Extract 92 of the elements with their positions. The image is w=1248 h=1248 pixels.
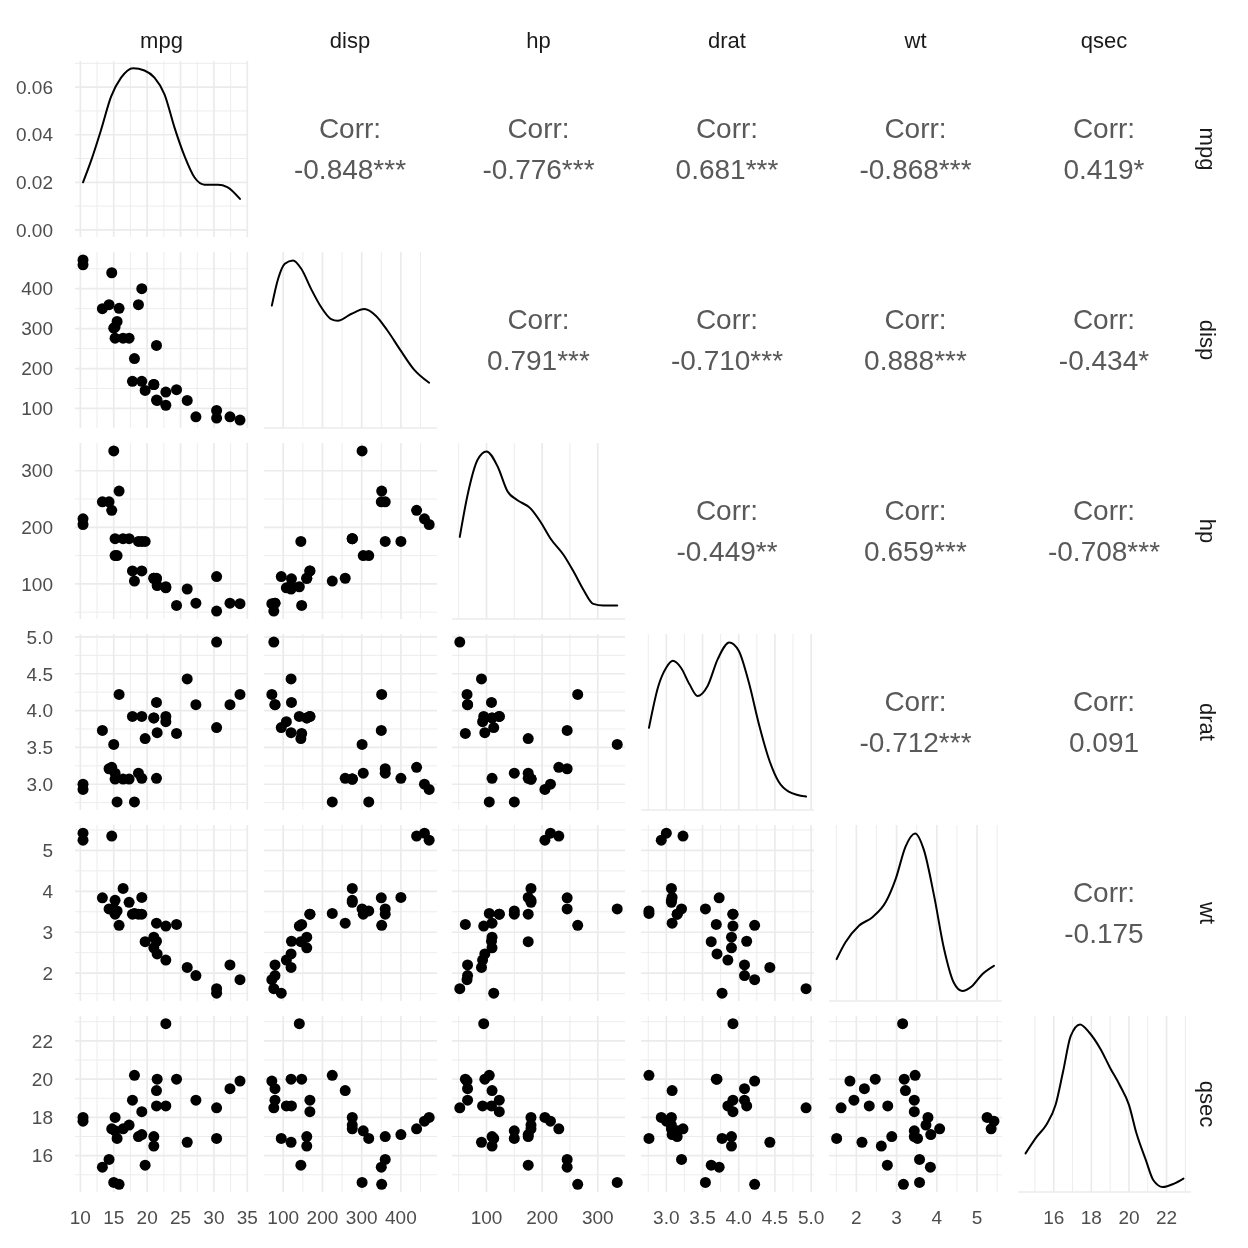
text: hp — [1194, 518, 1220, 544]
y-tick-label: 400 — [21, 278, 53, 300]
text: wt — [904, 28, 927, 54]
text: Corr: — [318, 112, 382, 145]
text: Corr: — [1072, 112, 1136, 145]
y-tick-label: 0.06 — [16, 76, 53, 98]
text: Corr: — [695, 494, 759, 527]
text: wt — [1194, 902, 1220, 924]
text: -0.708*** — [1047, 535, 1161, 568]
text: 0.091 — [1068, 726, 1140, 759]
text: Corr: — [507, 303, 570, 336]
text: qsec — [1080, 28, 1128, 54]
text: Corr: — [507, 112, 570, 145]
x-tick-label: 3.0 — [652, 1207, 680, 1229]
x-tick-label: 22 — [1155, 1207, 1177, 1229]
x-tick-label: 35 — [236, 1207, 258, 1229]
text: Corr: — [884, 303, 947, 336]
text: disp — [1194, 319, 1220, 361]
x-tick-label: 16 — [1042, 1207, 1064, 1229]
y-tick-label: 100 — [21, 398, 53, 420]
text: drat — [1194, 703, 1220, 741]
x-tick-label: 2 — [851, 1207, 862, 1229]
text: Corr: — [884, 112, 947, 145]
y-tick-label: 0.02 — [16, 172, 53, 194]
y-tick-label: 4 — [42, 881, 54, 903]
x-tick-label: 4.0 — [725, 1207, 752, 1229]
y-tick-label: 18 — [31, 1107, 53, 1129]
chart-title: mpg — [140, 28, 183, 54]
y-tick-label: 300 — [21, 460, 53, 482]
text: -0.175 — [1064, 917, 1144, 950]
text: -0.710*** — [670, 344, 784, 377]
y-tick-label: 3 — [42, 921, 53, 943]
text: Corr: — [695, 303, 759, 336]
text: -0.848*** — [293, 153, 407, 186]
x-tick-label: 30 — [203, 1207, 225, 1229]
y-tick-label: 3.5 — [26, 737, 53, 759]
y-tick-label: 3.0 — [26, 773, 53, 795]
text: Corr: — [695, 112, 759, 145]
x-tick-label: 100 — [470, 1207, 503, 1229]
x-tick-label: 3 — [891, 1207, 902, 1229]
text: 0.791*** — [487, 344, 590, 377]
y2-axis-title: qsec — [1194, 1080, 1220, 1128]
y-tick-label: 4.0 — [26, 700, 53, 722]
text: -0.868*** — [859, 153, 972, 186]
y-tick-label: 20 — [31, 1068, 53, 1090]
text: Corr: — [1072, 303, 1136, 336]
text: Corr: — [884, 685, 947, 718]
y-tick-label: 2 — [42, 962, 53, 984]
text: -0.712*** — [859, 726, 972, 759]
y-tick-label: 100 — [21, 573, 53, 595]
text: mpg — [1194, 127, 1220, 171]
y-tick-label: 16 — [31, 1145, 53, 1167]
text: 0.419* — [1063, 153, 1145, 186]
y-tick-label: 0.00 — [16, 219, 53, 241]
text: -0.776*** — [482, 153, 595, 186]
text: Corr: — [884, 494, 947, 527]
x-tick-label: 20 — [1117, 1207, 1140, 1229]
x-tick-label: 18 — [1080, 1207, 1102, 1229]
x-tick-label: 300 — [345, 1207, 378, 1229]
text: 0.659*** — [864, 535, 967, 568]
y-tick-label: 200 — [21, 517, 53, 539]
y-tick-label: 5 — [42, 840, 53, 862]
x-tick-label: 5 — [971, 1207, 983, 1229]
y-tick-label: 5.0 — [26, 626, 53, 648]
y-tick-label: 200 — [21, 358, 53, 380]
x-tick-label: 5.0 — [797, 1207, 824, 1229]
y-tick-label: 4.5 — [26, 663, 53, 685]
x-tick-label: 400 — [384, 1207, 417, 1229]
text: disp — [329, 28, 371, 54]
text: Corr: — [1072, 685, 1136, 718]
x-tick-label: 200 — [526, 1207, 558, 1229]
x-tick-label: 20 — [136, 1207, 158, 1229]
text: -0.449** — [676, 535, 778, 568]
text: 0.681*** — [675, 153, 779, 186]
text: drat — [708, 28, 746, 54]
y-tick-label: 0.04 — [16, 124, 54, 146]
text: hp — [526, 28, 551, 54]
x-tick-label: 200 — [306, 1207, 338, 1229]
y-tick-label: 22 — [31, 1030, 53, 1052]
text: -0.434* — [1058, 344, 1150, 377]
x-tick-label: 25 — [169, 1207, 192, 1229]
x-tick-label: 10 — [69, 1207, 91, 1229]
x-tick-label: 3.5 — [688, 1207, 716, 1229]
x-tick-label: 15 — [103, 1207, 125, 1229]
x-tick-label: 4.5 — [761, 1207, 788, 1229]
text: 0.888*** — [864, 344, 967, 377]
x-tick-label: 100 — [266, 1207, 299, 1229]
x-tick-label: 4 — [931, 1207, 943, 1229]
text: Corr: — [1072, 876, 1136, 909]
text: Corr: — [1072, 494, 1136, 527]
y-tick-label: 300 — [21, 318, 53, 340]
x-tick-label: 300 — [581, 1207, 614, 1229]
